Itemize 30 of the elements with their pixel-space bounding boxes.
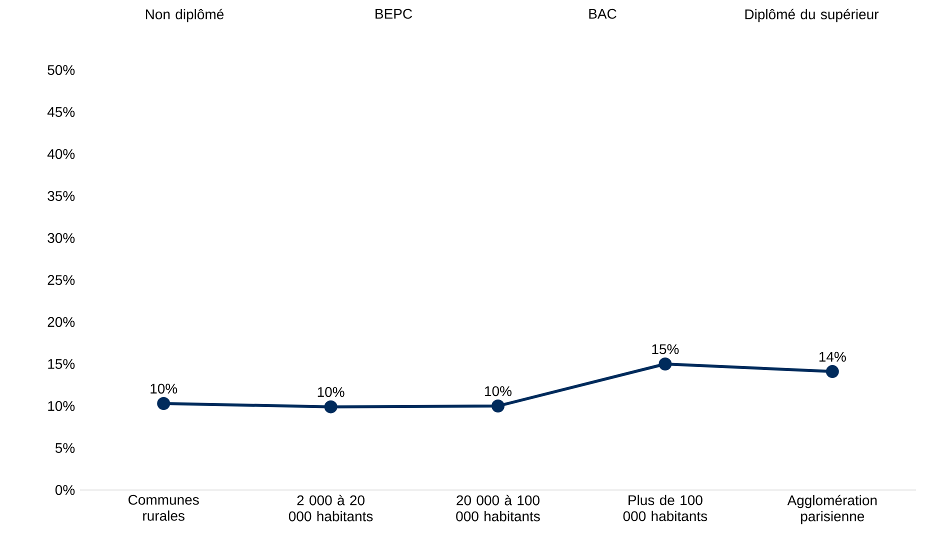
data-label: 14% (819, 352, 846, 362)
x-tick-label: 20 000 à 100 000 habitants (456, 494, 540, 522)
point (157, 396, 170, 410)
y-tick-label: 35% (48, 191, 75, 201)
y-tick-label: 25% (48, 275, 75, 285)
point (324, 400, 338, 414)
point (658, 358, 672, 370)
y-tick-label: 40% (47, 149, 75, 159)
y-tick-label: 0% (55, 485, 75, 495)
y-tick-label: 30% (48, 233, 75, 243)
x-tick-label: Agglomération parisienne (787, 494, 877, 524)
text: Diplômé du supérieur (745, 8, 879, 22)
y-tick-label: 50% (48, 65, 75, 75)
data-label: 10% (485, 386, 512, 396)
data-label: 10% (150, 384, 178, 394)
y-tick-label: 5% (55, 443, 75, 453)
text: BAC (589, 8, 616, 19)
text: Non diplômé (146, 8, 224, 22)
data-label: 15% (652, 344, 679, 354)
point (826, 365, 839, 378)
point (492, 400, 505, 412)
y-tick-label: 10% (48, 401, 75, 411)
text: BEPC (376, 8, 412, 19)
x-tick-label: Communes rurales (128, 494, 199, 521)
y-tick-label: 15% (48, 359, 75, 369)
x-tick-label: 2 000 à 20 000 habitants (288, 494, 373, 522)
data-label: 10% (318, 387, 344, 397)
y-tick-label: 20% (48, 317, 75, 327)
y-tick-label: 45% (47, 107, 75, 117)
x-tick-label: Plus de 100 000 habitants (623, 494, 708, 522)
